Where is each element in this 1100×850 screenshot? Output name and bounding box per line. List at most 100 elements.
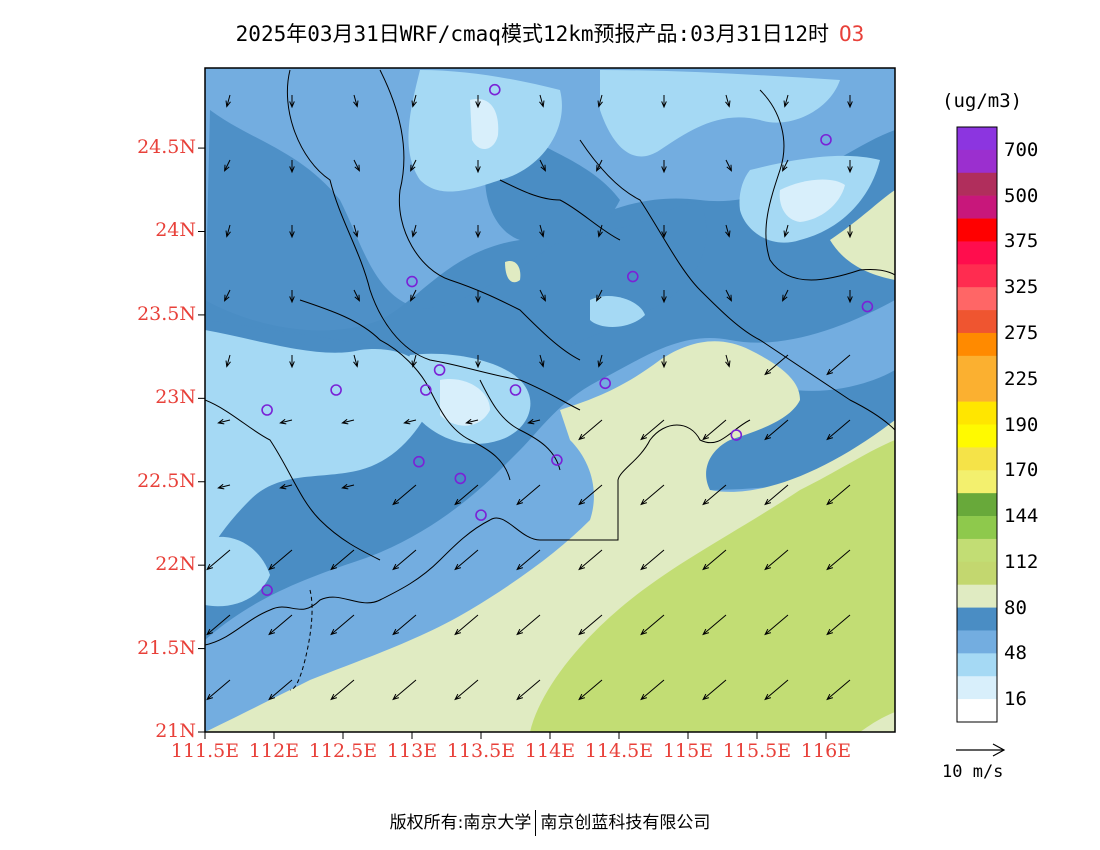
wind-arrow xyxy=(217,483,231,490)
wind-arrow xyxy=(454,484,479,506)
wind-arrow xyxy=(539,94,545,108)
wind-arrow xyxy=(475,225,481,239)
wind-arrow xyxy=(826,354,851,376)
wind-arrow xyxy=(454,549,479,571)
colorbar-swatch xyxy=(957,149,997,174)
wind-arrow xyxy=(410,289,417,302)
wind-arrow xyxy=(475,355,481,369)
wind-arrow xyxy=(702,679,727,701)
wind-arrow xyxy=(826,549,851,571)
lon-tick-label: 112.5E xyxy=(308,740,378,762)
wind-arrow xyxy=(225,354,231,368)
colorbar-swatch xyxy=(957,218,997,242)
concentration-field xyxy=(205,68,895,732)
wind-arrow xyxy=(206,679,231,701)
copyright-left: 版权所有:南京大学 xyxy=(389,813,532,833)
station-marker xyxy=(261,584,273,596)
colorbar-swatch xyxy=(957,561,997,585)
wind-arrow xyxy=(597,354,603,368)
wind-arrow xyxy=(578,614,603,636)
colorbar-swatch xyxy=(957,653,997,677)
monitoring-stations xyxy=(261,83,874,596)
wind-arrow xyxy=(783,94,789,108)
wind-arrow xyxy=(268,549,293,571)
wind-arrow xyxy=(702,549,727,571)
colorbar-swatch xyxy=(957,127,997,151)
station-marker xyxy=(413,455,425,468)
wind-arrow xyxy=(640,679,665,701)
wind-arrow xyxy=(847,290,853,304)
colorbar-swatch xyxy=(957,538,997,563)
station-marker xyxy=(626,270,639,283)
wind-arrow xyxy=(826,614,851,636)
colorbar xyxy=(956,126,998,723)
wind-arrow xyxy=(516,614,541,636)
colorbar-swatch xyxy=(957,470,997,494)
colorbar-label: 112 xyxy=(1004,550,1039,573)
lon-tick-label: 116E xyxy=(800,740,852,762)
wind-arrow xyxy=(206,614,231,636)
wind-arrow xyxy=(516,549,541,571)
wind-arrow xyxy=(661,225,667,239)
wind-arrow xyxy=(578,484,603,506)
wind-arrow xyxy=(826,484,851,506)
wind-arrow xyxy=(725,94,731,108)
wind-arrow xyxy=(289,160,295,174)
lon-tick-label: 113E xyxy=(386,740,438,762)
wind-arrow xyxy=(217,418,231,425)
wind-arrow xyxy=(330,614,355,636)
colorbar-swatch xyxy=(957,676,997,700)
wind-arrow xyxy=(661,290,667,304)
colorbar-swatch xyxy=(957,401,997,425)
wind-arrow xyxy=(764,419,789,441)
colorbar-label: 144 xyxy=(1004,505,1039,528)
lon-tick-label: 115E xyxy=(662,740,714,762)
wind-arrow xyxy=(330,549,355,571)
wind-arrow xyxy=(454,679,479,701)
station-marker xyxy=(454,472,467,485)
lon-tick-label: 112E xyxy=(248,740,300,762)
wind-arrow xyxy=(596,289,603,302)
wind-arrow xyxy=(578,549,603,571)
station-marker xyxy=(419,384,432,396)
station-marker xyxy=(261,404,273,416)
copyright-right: 南京创蓝科技有限公司 xyxy=(540,813,711,833)
wind-arrow xyxy=(206,549,231,571)
pollutant-label: O3 xyxy=(839,22,865,46)
map-title: 2025年03月31日WRF/cmaq模式12km预报产品:03月31日12时 O… xyxy=(0,18,1100,48)
colorbar-label: 190 xyxy=(1004,413,1039,436)
station-marker xyxy=(488,83,501,96)
colorbar-swatch xyxy=(957,699,997,723)
wind-arrow xyxy=(764,354,789,376)
wind-arrow xyxy=(392,549,417,571)
wind-arrow xyxy=(764,484,789,506)
lon-tick-label: 111.5E xyxy=(170,740,240,762)
wind-arrow xyxy=(392,614,417,636)
wind-arrow xyxy=(330,679,355,701)
colorbar-swatch xyxy=(957,378,997,402)
wind-arrow xyxy=(411,354,417,368)
colorbar-label: 500 xyxy=(1004,184,1039,207)
colorbar-frame xyxy=(956,126,998,723)
wind-arrow xyxy=(411,224,417,238)
station-marker xyxy=(730,429,743,441)
wind-arrow xyxy=(539,354,545,368)
station-marker xyxy=(475,509,487,521)
wind-arrow xyxy=(268,614,293,636)
colorbar-swatch xyxy=(957,584,997,608)
colorbar-swatch xyxy=(957,493,997,517)
wind-arrow xyxy=(764,614,789,636)
wind-arrow xyxy=(640,614,665,636)
wind-arrow xyxy=(353,224,359,238)
colorbar-swatch xyxy=(957,516,997,540)
lon-tick-label: 113.5E xyxy=(446,740,516,762)
colorbar-label: 375 xyxy=(1004,230,1039,253)
lon-tick-label: 114.5E xyxy=(584,740,654,762)
colorbar-label: 170 xyxy=(1004,459,1039,482)
wind-arrow xyxy=(725,354,731,368)
wind-arrow xyxy=(403,418,417,425)
wind-arrow xyxy=(847,95,853,109)
colorbar-swatch xyxy=(957,264,997,288)
lat-tick-label: 23N xyxy=(155,386,196,409)
colorbar-label: 700 xyxy=(1004,138,1039,161)
